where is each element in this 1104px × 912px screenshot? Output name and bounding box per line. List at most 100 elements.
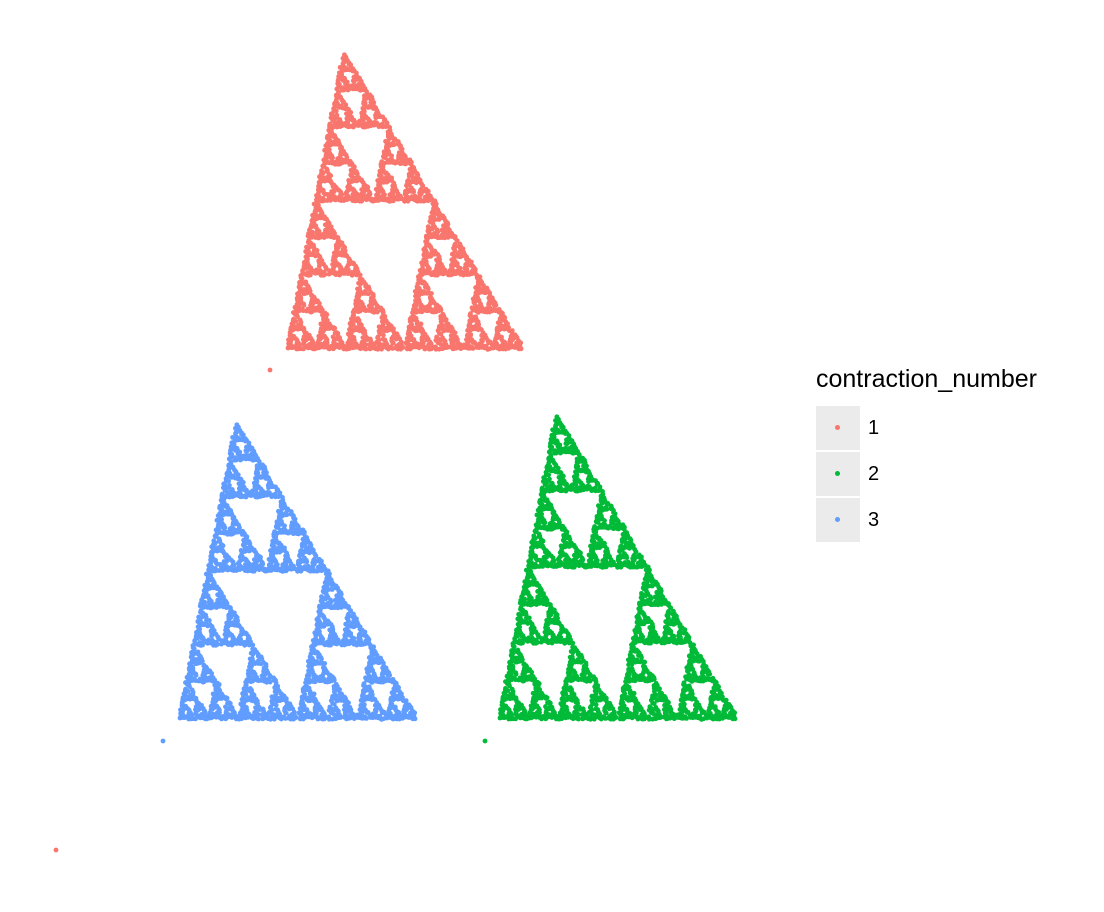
data-point-series-1	[309, 292, 315, 298]
data-point-series-3	[304, 559, 310, 565]
data-point-series-1	[391, 180, 397, 186]
data-point-series-3	[213, 690, 219, 696]
data-point-series-1	[337, 269, 342, 275]
data-point-series-3	[217, 707, 222, 713]
data-point-series-3	[195, 649, 201, 655]
data-point-series-3	[209, 671, 215, 676]
data-point-series-3	[179, 700, 185, 705]
data-point-series-1	[450, 251, 456, 257]
data-point-series-1	[437, 259, 442, 264]
data-point-series-3	[407, 703, 413, 709]
data-point-series-3	[199, 658, 205, 663]
data-point-series-1	[376, 328, 382, 334]
data-point-series-1	[383, 339, 388, 345]
data-point-series-3	[231, 514, 237, 520]
data-point-series-3	[337, 691, 343, 696]
data-point-series-3	[248, 679, 254, 685]
data-point-series-3	[226, 616, 232, 622]
data-point-series-1	[406, 171, 412, 177]
data-point-series-3	[245, 695, 251, 701]
data-point-series-3	[288, 704, 294, 709]
data-point-series-1	[444, 343, 450, 349]
data-point-series-3	[256, 564, 262, 570]
data-point-series-1	[487, 293, 493, 299]
data-point-series-1	[347, 342, 353, 348]
data-point-series-1	[436, 254, 442, 260]
data-point-series-3	[344, 621, 350, 627]
data-point-series-3	[253, 492, 259, 498]
data-point-series-3	[306, 685, 312, 691]
points-layer	[53, 52, 738, 853]
data-point-series-1	[444, 232, 449, 238]
data-point-series-1	[496, 306, 502, 312]
data-point-series-3	[328, 597, 333, 603]
data-point-series-3	[227, 631, 233, 637]
data-point-series-3	[326, 672, 332, 678]
data-point-series-3	[248, 686, 253, 691]
data-point-series-1	[444, 321, 450, 326]
data-point-series-3	[245, 671, 251, 677]
data-point-series-3	[268, 704, 274, 710]
data-point-series-3	[317, 620, 323, 625]
data-point-series-3	[219, 602, 224, 608]
data-point-series-3	[267, 477, 272, 483]
data-point-series-3	[255, 712, 261, 718]
data-point-series-3	[226, 712, 232, 718]
data-point-series-1	[448, 337, 454, 343]
data-point-series-3	[283, 698, 289, 704]
data-point-series-3	[320, 588, 326, 594]
data-point-series-3	[321, 640, 327, 646]
data-point-series-3	[333, 638, 339, 644]
data-point-series-3	[210, 542, 216, 548]
data-point-series-1	[436, 269, 441, 274]
data-point-series-1	[472, 269, 478, 275]
data-point-series-3	[193, 709, 199, 715]
data-point-series-1	[428, 270, 433, 276]
data-point-series-3	[241, 703, 247, 709]
data-point-series-1	[331, 264, 337, 270]
data-point-series-3	[228, 703, 233, 709]
data-point-series-1	[418, 288, 424, 294]
data-point-series-1	[318, 186, 324, 192]
data-point-series-3	[288, 509, 294, 514]
data-point-series-1	[362, 328, 368, 334]
data-point-series-3	[258, 486, 264, 492]
data-point-series-3	[244, 492, 250, 497]
data-point-series-3	[332, 695, 338, 700]
data-point-series-3	[312, 551, 318, 557]
data-point-series-3	[228, 459, 234, 465]
data-point-series-3	[302, 564, 308, 569]
data-point-series-3	[273, 559, 279, 565]
data-point-series-3	[214, 703, 220, 709]
data-point-series-3	[313, 698, 319, 704]
data-point-series-1	[485, 338, 491, 343]
data-point-series-1	[323, 154, 329, 160]
data-point-series-3	[222, 529, 227, 534]
data-point-series-1	[390, 158, 396, 164]
data-point-series-3	[214, 584, 220, 590]
data-point-series-1	[302, 330, 308, 336]
data-point-series-3	[360, 713, 366, 719]
data-point-series-3	[350, 611, 356, 617]
data-point-series-3	[401, 709, 407, 714]
data-point-series-1	[396, 153, 401, 159]
data-point-series-3	[193, 671, 199, 677]
data-point-series-1	[416, 176, 422, 182]
data-point-series-1	[301, 339, 307, 345]
data-point-series-1	[472, 300, 477, 306]
data-point-series-3	[207, 598, 213, 604]
data-point-series-1	[300, 268, 305, 274]
data-point-series-3	[191, 676, 197, 682]
data-point-series-1	[455, 339, 461, 345]
data-point-series-1	[329, 159, 335, 164]
data-point-series-1	[323, 314, 329, 320]
data-point-series-3	[368, 677, 374, 683]
data-point-series-1	[339, 144, 344, 150]
data-point-series-1	[325, 219, 331, 225]
data-point-series-1	[344, 79, 350, 85]
data-point-series-1	[336, 195, 341, 201]
data-point-series-1	[407, 319, 413, 324]
data-point-series-3	[258, 554, 263, 560]
data-point-series-3	[225, 491, 230, 497]
data-point-series-3	[189, 712, 195, 718]
